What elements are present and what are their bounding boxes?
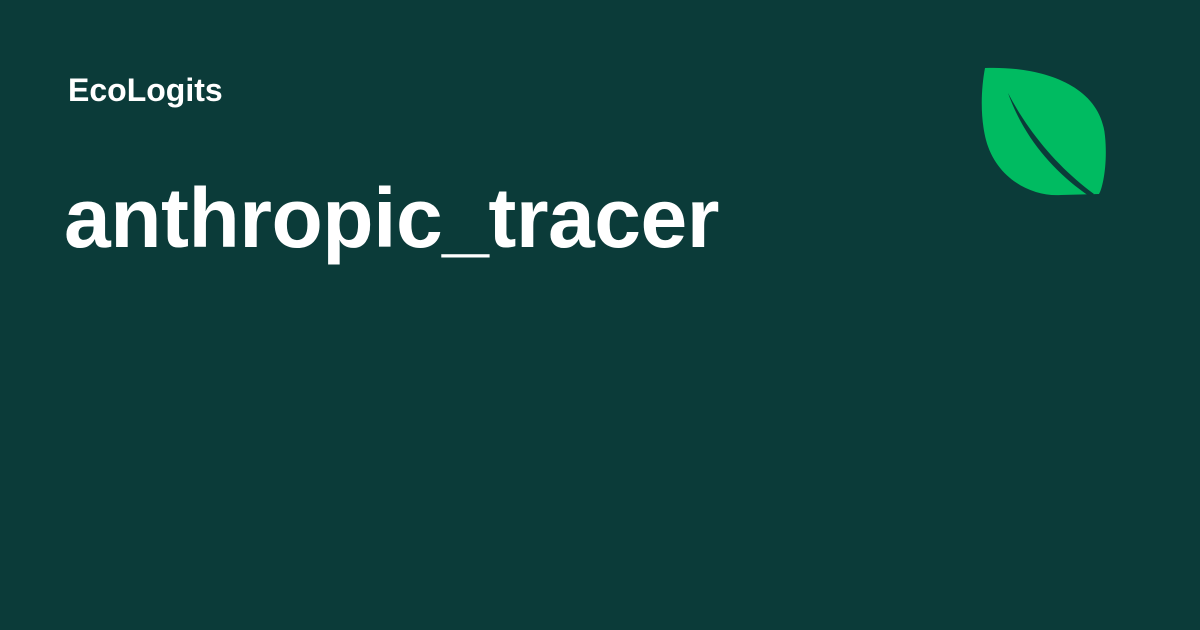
page-title: anthropic_tracer [64,171,719,265]
site-name: EcoLogits [68,72,223,108]
leaf-icon [978,62,1112,202]
